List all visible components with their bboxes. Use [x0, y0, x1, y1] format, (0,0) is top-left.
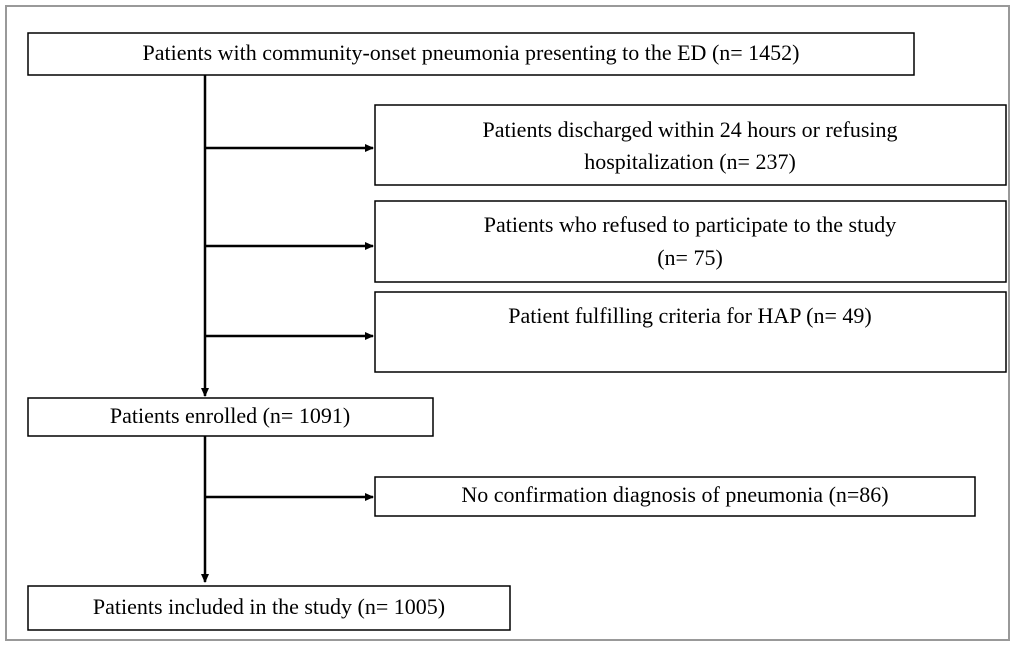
node-label: (n= 75) [657, 245, 723, 270]
node-box [374, 200, 1007, 283]
node-box [374, 476, 976, 517]
node-label: No confirmation diagnosis of pneumonia (… [461, 482, 888, 507]
node-box [374, 291, 1007, 373]
node-box [27, 585, 511, 631]
node-label: Patients with community-onset pneumonia … [142, 40, 799, 65]
node-label: Patient fulfilling criteria for HAP (n= … [508, 303, 872, 328]
node-label: Patients enrolled (n= 1091) [110, 403, 350, 428]
node-box [27, 397, 434, 437]
node-box [374, 104, 1007, 186]
node-label: Patients who refused to participate to t… [484, 212, 896, 237]
node-box [27, 32, 915, 76]
node-label: Patients discharged within 24 hours or r… [482, 117, 897, 142]
frame [5, 5, 1010, 641]
node-label: Patients included in the study (n= 1005) [93, 594, 445, 619]
node-label: hospitalization (n= 237) [584, 149, 796, 174]
